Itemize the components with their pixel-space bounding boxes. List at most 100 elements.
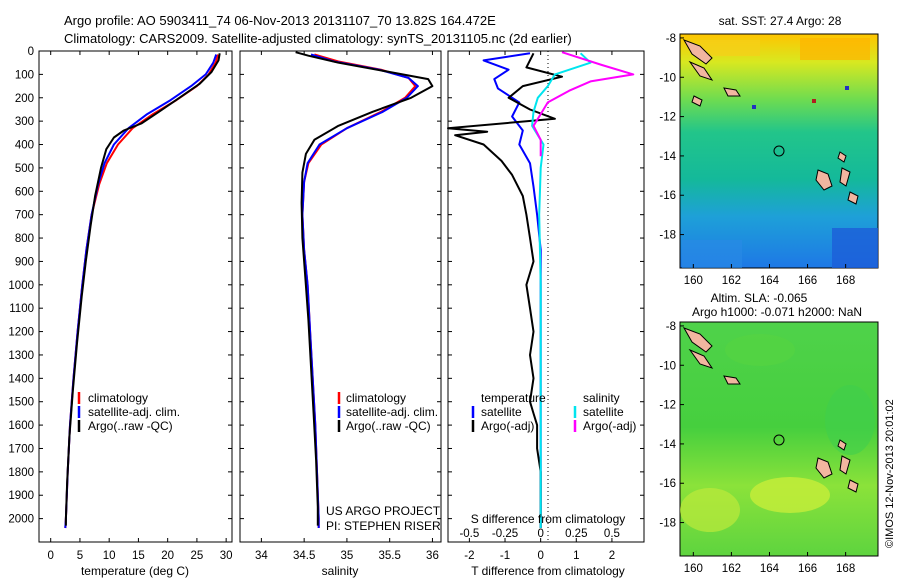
imos-credit: ©IMOS 12-Nov-2013 20:01:02 (884, 399, 896, 548)
map-x-tick-label: 162 (722, 275, 741, 287)
sla-map-islands (682, 327, 859, 493)
x-tick-label: 25 (191, 550, 204, 562)
y-tick-label: 1000 (8, 280, 34, 292)
y-tick-label: 1900 (8, 490, 34, 502)
x-tick-label: -1 (500, 550, 510, 562)
project-annotation: US ARGO PROJECT (326, 504, 441, 518)
y-tick-label: 200 (15, 93, 34, 105)
x-tick-label: 20 (161, 550, 174, 562)
series-line-argo-raw-qc (295, 51, 434, 526)
map-y-tick-label: -8 (666, 33, 676, 45)
legend-label-satellite: satellite-adj. clim. (88, 405, 180, 419)
pi-annotation: PI: STEPHEN RISER (326, 519, 441, 533)
y-tick-label: 800 (15, 233, 34, 245)
sst-map-patches (682, 38, 878, 268)
temperature-axes-box (38, 50, 233, 543)
y-tick-label: 1800 (8, 467, 34, 479)
map-x-tick-label: 166 (798, 275, 817, 287)
y-tick-label: 100 (15, 69, 34, 81)
x-tick-label: -2 (464, 550, 474, 562)
y-tick-label: 700 (15, 210, 34, 222)
argo-location-marker (773, 434, 785, 446)
legend-label-argo: Argo(..raw -QC) (346, 419, 431, 433)
legend-label-s-argo: Argo(-adj) (583, 419, 636, 433)
map-y-tick-label: -16 (659, 190, 676, 202)
map-x-tick-label: 160 (684, 563, 703, 575)
sst-map-islands (682, 39, 859, 205)
x-tick-label: 34.5 (293, 550, 315, 562)
y-tick-label: 1100 (9, 303, 34, 315)
map-y-tick-label: -8 (666, 321, 676, 333)
series-line-salinity-satellite (531, 52, 592, 528)
map-y-tick-label: -18 (659, 230, 676, 242)
series-line-satellite-adj-clim (301, 53, 419, 528)
x-tick-label: 34 (255, 550, 268, 562)
y-tick-label: 500 (15, 163, 34, 175)
legend-label-t-argo: Argo(-adj) (481, 419, 534, 433)
s-tick-label: -0.5 (459, 528, 479, 540)
x-tick-label: 0 (47, 550, 53, 562)
map-y-tick-label: -18 (659, 518, 676, 530)
map-y-tick-label: -10 (659, 360, 676, 372)
map-x-tick-label: 164 (760, 275, 780, 287)
legend-label-argo: Argo(..raw -QC) (88, 419, 173, 433)
y-tick-label: 400 (15, 140, 34, 152)
temperature-legend: climatology satellite-adj. clim. Argo(..… (77, 391, 180, 433)
difference-legend: temperature salinity satellite Argo(-adj… (471, 391, 636, 433)
map-y-tick-label: -10 (659, 72, 676, 84)
sst-map: sat. SST: 27.4 Argo: 28 160 162 164 166 168 … (659, 14, 879, 287)
map-x-tick-label: 168 (836, 275, 855, 287)
x-tick-label: 36 (426, 550, 439, 562)
s-tick-label: 0.25 (565, 528, 587, 540)
header-line-2: Climatology: CARS2009. Satellite-adjuste… (64, 31, 572, 46)
map-y-tick-label: -16 (659, 478, 676, 490)
series-line-salinity-argo-adj (532, 51, 635, 157)
s-tick-label: -0.25 (492, 528, 518, 540)
s-difference-label: S difference from climatology (471, 512, 626, 526)
s-tick-label: 0.5 (604, 528, 620, 540)
y-tick-label: 1600 (8, 420, 34, 432)
x-tick-label: 15 (132, 550, 145, 562)
legend-label-climatology: climatology (346, 391, 406, 405)
x-tick-label: 2 (609, 550, 615, 562)
map-x-tick-label: 160 (684, 275, 703, 287)
y-tick-label: 0 (28, 46, 34, 58)
x-tick-label: 35 (341, 550, 354, 562)
map-x-tick-label: 162 (722, 563, 741, 575)
salinity-xlabel: salinity (322, 564, 359, 578)
y-tick-label: 1700 (8, 443, 34, 455)
sla-map: Altim. SLA: -0.065 Argo h1000: -0.071 h2… (659, 291, 879, 575)
salinity-legend: climatology satellite-adj. clim. Argo(..… (337, 391, 438, 433)
y-tick-label: 2000 (8, 514, 34, 526)
y-tick-label: 1300 (8, 350, 34, 362)
map-x-tick-label: 168 (836, 563, 855, 575)
header-line-1: Argo profile: AO 5903411_74 06-Nov-2013 … (64, 13, 496, 28)
map-y-tick-label: -12 (659, 400, 676, 412)
t-difference-label: T difference from climatology (471, 564, 625, 578)
legend-label-satellite: satellite-adj. clim. (346, 405, 438, 419)
sst-map-title: sat. SST: 27.4 Argo: 28 (719, 14, 842, 28)
map-y-tick-label: -14 (659, 151, 676, 163)
y-tick-label: 1200 (8, 327, 34, 339)
map-x-tick-label: 166 (798, 563, 817, 575)
x-tick-label: 30 (220, 550, 233, 562)
y-tick-label: 600 (15, 186, 34, 198)
difference-panel: -2 -1 0 1 2 S difference from climatology -0… (447, 50, 645, 578)
argo-location-marker (773, 145, 785, 157)
x-tick-label: 35.5 (378, 550, 400, 562)
legend-label-t-satellite: satellite (481, 405, 522, 419)
y-tick-label: 1400 (8, 373, 34, 385)
legend-heading-temperature: temperature (481, 391, 546, 405)
x-tick-label: 5 (77, 550, 83, 562)
salinity-panel: 34 34.5 35 35.5 36 salinity climatology sate… (239, 50, 442, 578)
sla-map-title-line-1: Altim. SLA: -0.065 (711, 291, 808, 305)
s-tick-label: 0 (537, 528, 543, 540)
x-tick-label: 10 (103, 550, 116, 562)
temperature-panel: 0 5 10 15 20 25 30 0 100 200 300 400 500 600 700 800 90… (8, 46, 232, 578)
map-y-tick-label: -12 (659, 112, 676, 124)
y-tick-label: 300 (15, 116, 34, 128)
legend-heading-salinity: salinity (583, 391, 620, 405)
y-tick-label: 900 (15, 256, 34, 268)
temperature-xlabel: temperature (deg C) (81, 564, 189, 578)
map-x-tick-label: 164 (760, 563, 780, 575)
